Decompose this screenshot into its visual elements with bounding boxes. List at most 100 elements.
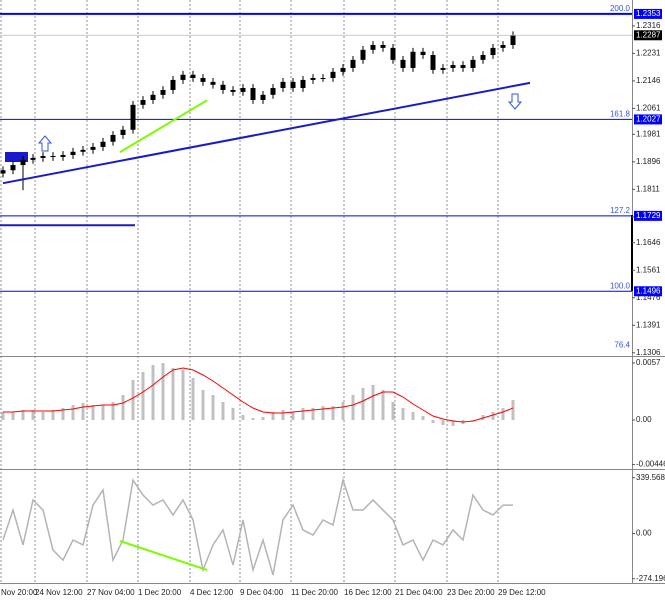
histogram-bar: [251, 418, 255, 420]
histogram-bar: [491, 412, 495, 420]
price-box-label: 1.2027: [636, 115, 661, 124]
y-tick-label: 1.1391: [636, 320, 661, 329]
candle-body: [400, 59, 406, 68]
axis-marker: [631, 215, 633, 291]
candle-body: [70, 151, 76, 156]
x-tick-label: Nov 20:00: [1, 588, 38, 597]
price-box-label: 1.1496: [636, 286, 661, 295]
histogram-bar: [291, 412, 295, 420]
candle-body: [430, 55, 436, 70]
candle-body: [290, 81, 296, 89]
candle-body: [440, 67, 446, 70]
candle-body: [30, 157, 36, 160]
candle-body: [20, 159, 26, 166]
candle-body: [110, 134, 116, 142]
candle-body: [220, 84, 226, 90]
x-tick-label: 29 Dec 12:00: [498, 588, 546, 597]
arrow-down: [507, 93, 523, 110]
candle-body: [200, 77, 206, 82]
histogram-bar: [181, 370, 185, 420]
trend-line: [119, 540, 208, 571]
price-box-label: 1.1729: [636, 211, 661, 220]
histogram-bar: [271, 412, 275, 420]
histogram-bar: [201, 390, 205, 420]
candle-body: [180, 74, 186, 80]
histogram-bar: [231, 408, 235, 420]
candle-body: [150, 94, 156, 101]
level-label: 100.0: [610, 281, 631, 290]
y-tick-label: 1.1896: [636, 157, 661, 166]
signal-line: [3, 367, 514, 423]
arrow-up: [37, 135, 53, 152]
histogram-bar: [71, 405, 75, 420]
y-tick-label: 339.568: [636, 473, 665, 482]
candle-body: [470, 59, 476, 68]
marker-box: [5, 152, 28, 162]
y-tick-label: 1.1811: [636, 184, 660, 193]
histogram-bar: [151, 365, 155, 420]
x-tick-label: 16 Dec 12:00: [344, 588, 392, 597]
candle-body: [140, 100, 146, 105]
level-label: 161.8: [610, 110, 631, 119]
x-tick-label: 9 Dec 04:00: [240, 588, 284, 597]
indicator-line: [2, 477, 513, 576]
y-tick-label: 1.1561: [636, 265, 661, 274]
histogram-bar: [501, 408, 505, 420]
x-tick-label: 4 Dec 12:00: [190, 588, 234, 597]
histogram-bar: [11, 412, 15, 420]
candle-body: [270, 88, 276, 95]
histogram-bar: [451, 420, 455, 426]
candle-body: [330, 71, 336, 78]
histogram-bar: [161, 363, 165, 420]
candle-body: [500, 44, 506, 48]
histogram-bar: [441, 420, 445, 425]
x-tick-label: 21 Dec 04:00: [395, 588, 443, 597]
candle-body: [390, 47, 396, 60]
histogram-bar: [371, 385, 375, 420]
candle-body: [370, 44, 376, 50]
x-tick-label: 27 Nov 04:00: [87, 588, 135, 597]
y-tick-label: -0.00446: [636, 460, 665, 469]
histogram-bar: [361, 388, 365, 420]
level-label: 76.4: [614, 341, 630, 350]
candle-body: [480, 55, 486, 60]
histogram-bar: [91, 405, 95, 420]
candle-body: [10, 165, 16, 171]
candle-body: [90, 146, 96, 150]
candle-body: [300, 79, 306, 89]
price-box: [634, 8, 662, 19]
candle-body: [410, 51, 416, 68]
candle-body: [100, 141, 106, 147]
x-tick-label: 1 Dec 20:00: [138, 588, 182, 597]
y-tick-label: 0.00: [636, 529, 652, 538]
y-tick-label: 1.1981: [636, 129, 661, 138]
candle-body: [260, 94, 266, 101]
histogram-bar: [21, 410, 25, 420]
candle-body: [170, 79, 176, 90]
histogram-bar: [321, 406, 325, 420]
candle-body: [310, 77, 316, 80]
histogram-bar: [61, 408, 65, 420]
histogram-bar: [301, 408, 305, 420]
histogram-bar: [411, 412, 415, 420]
histogram-bar: [141, 372, 145, 420]
candle-body: [50, 155, 56, 157]
histogram-bar: [111, 402, 115, 420]
candle-body: [420, 51, 426, 56]
histogram-bar: [211, 395, 215, 420]
histogram-bar: [401, 408, 405, 420]
y-tick-label: -274.196: [636, 574, 665, 583]
candle-body: [340, 67, 346, 72]
price-box-label: 1.2353: [636, 9, 661, 18]
price-box: [634, 114, 662, 125]
candle-body: [360, 49, 366, 60]
histogram-bar: [221, 402, 225, 420]
histogram-bar: [511, 400, 515, 420]
level-label: 127.2: [610, 206, 631, 215]
histogram-bar: [331, 406, 335, 420]
level-label: 200.0: [610, 4, 631, 13]
y-tick-label: 1.1646: [636, 238, 661, 247]
candle-body: [450, 65, 456, 68]
y-tick-label: 1.2316: [636, 21, 661, 30]
